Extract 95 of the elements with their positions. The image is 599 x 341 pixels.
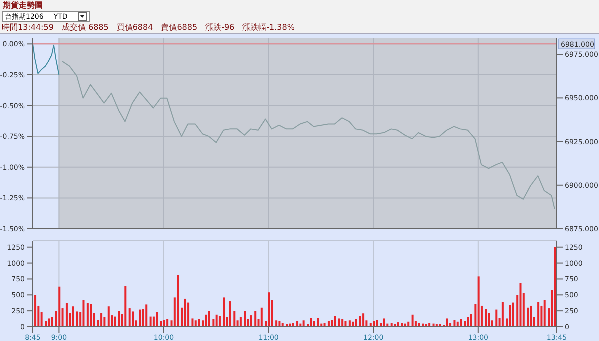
bar xyxy=(194,320,197,327)
bar xyxy=(496,310,498,327)
bar xyxy=(512,302,514,327)
bar xyxy=(72,306,74,327)
bar xyxy=(355,319,358,327)
bar xyxy=(538,302,540,327)
bar xyxy=(268,292,270,327)
bar xyxy=(223,298,226,327)
bar xyxy=(124,286,127,327)
bar xyxy=(118,311,120,327)
bar xyxy=(338,318,340,327)
bar xyxy=(342,319,344,327)
bar xyxy=(310,318,312,327)
bar xyxy=(114,316,116,327)
bar xyxy=(282,323,284,327)
bar xyxy=(188,302,190,327)
text: 成交價 6885 xyxy=(62,23,109,33)
bar xyxy=(418,323,420,327)
bar xyxy=(128,308,131,327)
bar xyxy=(34,295,37,327)
bar xyxy=(229,302,232,327)
bar xyxy=(240,317,242,327)
text: 漲跌幅-1.38% xyxy=(242,23,295,33)
bar xyxy=(446,318,448,327)
bar xyxy=(317,318,320,327)
text: 買價6884 xyxy=(116,23,154,33)
bar xyxy=(412,314,414,327)
bar xyxy=(192,318,194,327)
bar xyxy=(390,323,393,327)
bar xyxy=(205,314,208,327)
bar xyxy=(520,283,522,327)
bar xyxy=(485,309,488,327)
bar xyxy=(527,308,530,327)
bar xyxy=(163,320,166,327)
bar xyxy=(212,319,215,327)
bar xyxy=(384,318,386,327)
bar xyxy=(146,304,148,327)
bar xyxy=(362,314,365,327)
bar xyxy=(254,311,257,327)
bar xyxy=(132,312,134,327)
bar xyxy=(428,323,431,327)
bar xyxy=(58,286,61,327)
bar xyxy=(292,323,294,327)
bar xyxy=(470,314,472,327)
bar xyxy=(376,320,378,327)
bar xyxy=(156,312,158,327)
bar xyxy=(198,319,200,327)
bar xyxy=(177,275,180,327)
bar xyxy=(334,316,336,327)
text: 賣價6885 xyxy=(161,23,198,33)
text: 時間13:44:59 xyxy=(2,23,54,33)
bar xyxy=(544,300,546,327)
bar xyxy=(359,316,362,327)
bar xyxy=(348,320,351,327)
line-series xyxy=(33,44,60,76)
text: 漲跌-96 xyxy=(206,23,235,33)
bar xyxy=(234,311,236,327)
bar xyxy=(502,302,504,327)
line-series xyxy=(62,60,556,210)
bar xyxy=(530,306,532,327)
bar xyxy=(276,320,278,327)
bar xyxy=(208,311,210,327)
bar xyxy=(48,318,50,327)
bar xyxy=(401,323,404,327)
bar xyxy=(302,320,305,327)
bar xyxy=(100,312,103,327)
bar xyxy=(216,314,218,327)
bar xyxy=(454,320,456,327)
bar xyxy=(244,311,246,327)
bar xyxy=(166,319,169,327)
bar xyxy=(104,317,106,327)
bar xyxy=(86,303,89,327)
bar xyxy=(184,298,186,327)
bar xyxy=(108,306,110,327)
bar xyxy=(139,310,142,327)
bar xyxy=(152,316,155,327)
bar xyxy=(66,303,68,327)
chart-title: 期貨走勢圖 xyxy=(2,0,44,11)
bar xyxy=(76,312,78,327)
bar xyxy=(90,304,92,327)
bar xyxy=(488,312,490,327)
bar xyxy=(467,317,470,327)
bar xyxy=(250,316,252,327)
bar xyxy=(324,323,326,327)
bar xyxy=(51,317,54,327)
bar xyxy=(478,276,480,327)
bar xyxy=(460,319,462,327)
bar xyxy=(370,323,372,327)
bar xyxy=(218,316,221,327)
bar xyxy=(260,308,263,327)
bar xyxy=(150,316,152,327)
bar xyxy=(331,320,334,327)
bar xyxy=(509,305,512,327)
bar xyxy=(554,247,556,327)
bar xyxy=(82,300,85,327)
